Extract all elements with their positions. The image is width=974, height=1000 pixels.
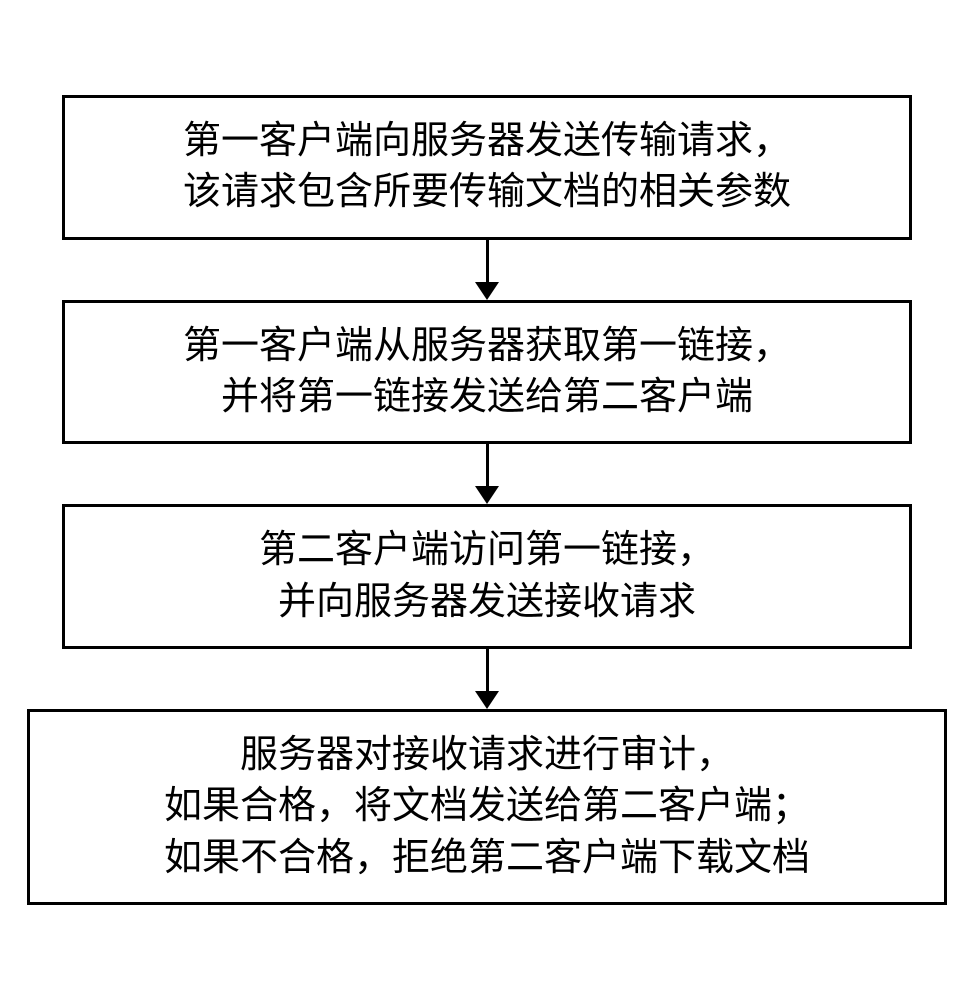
arrow-line [486, 240, 489, 282]
box-text-line: 服务器对接收请求进行审计， [240, 730, 734, 781]
flowchart-box-3: 第二客户端访问第一链接， 并向服务器发送接收请求 [62, 504, 912, 649]
box-text-line: 如果不合格，拒绝第二客户端下载文档 [164, 833, 810, 884]
box-text-line: 第一客户端向服务器发送传输请求， [183, 116, 791, 167]
box-text-line: 该请求包含所要传输文档的相关参数 [183, 167, 791, 218]
flowchart-arrow [475, 444, 499, 504]
box-text-line: 并将第一链接发送给第二客户端 [221, 372, 753, 423]
flowchart-box-4: 服务器对接收请求进行审计， 如果合格，将文档发送给第二客户端； 如果不合格，拒绝… [27, 709, 947, 905]
arrow-head-icon [475, 691, 499, 709]
arrow-line [486, 444, 489, 486]
flowchart-box-1: 第一客户端向服务器发送传输请求， 该请求包含所要传输文档的相关参数 [62, 95, 912, 240]
box-text-line: 并向服务器发送接收请求 [278, 577, 696, 628]
arrow-head-icon [475, 486, 499, 504]
flowchart-arrow [475, 649, 499, 709]
arrow-line [486, 649, 489, 691]
flowchart-box-2: 第一客户端从服务器获取第一链接， 并将第一链接发送给第二客户端 [62, 300, 912, 445]
box-text-line: 如果合格，将文档发送给第二客户端； [164, 781, 810, 832]
arrow-head-icon [475, 282, 499, 300]
flowchart-arrow [475, 240, 499, 300]
box-text-line: 第一客户端从服务器获取第一链接， [183, 321, 791, 372]
box-text-line: 第二客户端访问第一链接， [259, 525, 715, 576]
flowchart-container: 第一客户端向服务器发送传输请求， 该请求包含所要传输文档的相关参数 第一客户端从… [7, 75, 967, 925]
